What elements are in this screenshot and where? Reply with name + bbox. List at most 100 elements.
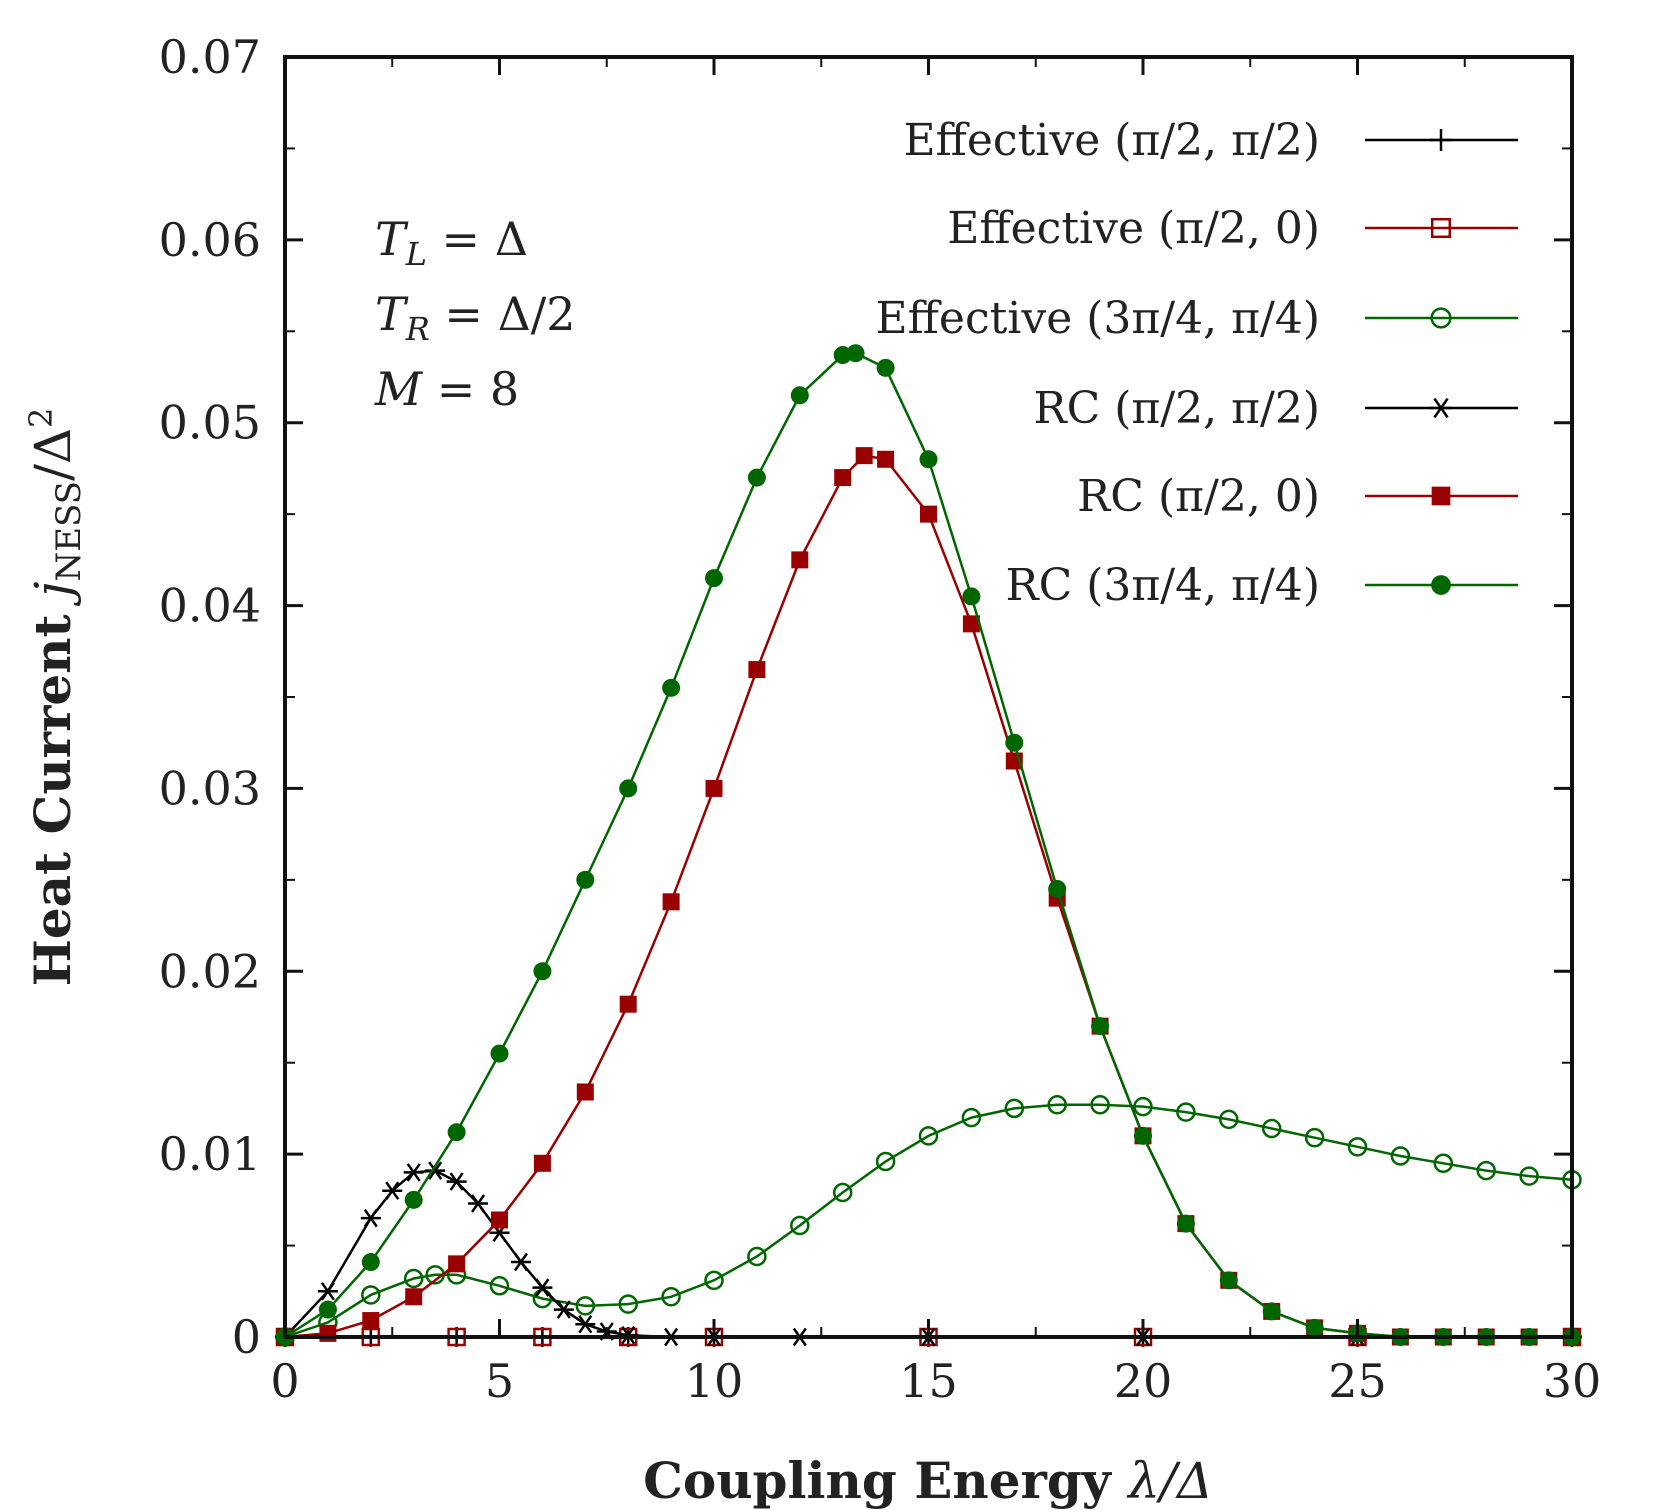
data-point xyxy=(619,779,638,798)
data-point xyxy=(705,779,723,797)
data-point xyxy=(1091,1017,1110,1036)
data-point xyxy=(576,1083,594,1101)
annotation-tr: TR = Δ/2 xyxy=(375,287,576,348)
data-point xyxy=(1090,1095,1110,1115)
legend: Effective (π/2, π/2) Effective (π/2, 0) Ef… xyxy=(876,115,1518,611)
x-tick-label: 30 xyxy=(1543,1354,1602,1408)
legend-label: Effective (3π/4, π/4) xyxy=(876,293,1320,344)
data-point xyxy=(747,468,766,487)
y-tick-label: 0.04 xyxy=(159,579,261,633)
data-point xyxy=(447,1123,466,1142)
data-point xyxy=(319,1324,337,1342)
data-point xyxy=(468,1194,489,1213)
data-point xyxy=(705,569,723,588)
data-point xyxy=(318,1300,337,1319)
annotation-tl: TL = Δ xyxy=(375,212,528,273)
data-point xyxy=(962,587,981,606)
data-point xyxy=(553,1300,574,1319)
data-point xyxy=(1133,1096,1153,1117)
data-point xyxy=(1048,880,1067,898)
series-line xyxy=(284,351,1572,1339)
data-point xyxy=(919,450,938,469)
data-point xyxy=(920,505,937,523)
data-point xyxy=(832,1182,853,1203)
data-point xyxy=(490,1044,509,1063)
x-tick-label: 0 xyxy=(270,1354,299,1408)
data-point xyxy=(576,870,595,889)
legend-label: Effective (π/2, π/2) xyxy=(904,115,1320,166)
parameter-annotations: TL = Δ TR = Δ/2 M = 8 xyxy=(374,212,576,416)
series-line xyxy=(284,1103,1573,1339)
data-point xyxy=(317,1282,338,1301)
x-tick-label: 25 xyxy=(1328,1354,1387,1408)
data-point xyxy=(662,678,681,697)
data-point xyxy=(533,1154,551,1172)
legend-marker xyxy=(1430,307,1452,329)
data-point xyxy=(575,1296,596,1316)
data-point xyxy=(532,1288,553,1309)
data-point xyxy=(791,551,809,569)
legend-marker xyxy=(1430,129,1452,151)
data-point xyxy=(360,1208,381,1228)
series-line xyxy=(284,1169,1572,1339)
x-tick-label: 15 xyxy=(899,1354,958,1408)
data-point xyxy=(1433,1153,1454,1174)
data-point xyxy=(1005,733,1024,752)
y-axis-title: Heat Current jNESS/Δ2 xyxy=(22,408,89,987)
legend-marker xyxy=(1431,575,1451,595)
data-point xyxy=(704,1270,724,1291)
data-point xyxy=(790,386,809,405)
legend-label: RC (π/2, 0) xyxy=(1077,471,1320,522)
y-tick-label: 0.07 xyxy=(159,30,261,84)
data-point xyxy=(403,1268,424,1289)
data-point xyxy=(1176,1102,1196,1122)
data-point xyxy=(918,1126,939,1146)
legend-marker xyxy=(1430,397,1452,419)
data-point xyxy=(1262,1302,1281,1321)
data-point xyxy=(1047,1095,1067,1115)
legend-label: Effective (π/2, 0) xyxy=(947,203,1320,254)
data-point xyxy=(1305,1318,1324,1337)
data-point xyxy=(876,358,895,377)
data-point xyxy=(403,1163,424,1182)
data-point xyxy=(661,1287,681,1307)
data-point xyxy=(1304,1127,1325,1148)
legend-label: RC (π/2, π/2) xyxy=(1033,383,1320,434)
data-point xyxy=(875,1151,896,1172)
x-tick-label: 10 xyxy=(685,1354,744,1408)
y-tick-label: 0 xyxy=(232,1310,261,1364)
data-point xyxy=(489,1276,510,1296)
data-point xyxy=(846,344,865,363)
y-tick-label: 0.03 xyxy=(159,761,261,815)
data-point xyxy=(405,1288,423,1306)
data-point xyxy=(1134,1126,1152,1145)
data-point xyxy=(877,450,895,468)
data-point xyxy=(1219,1271,1238,1290)
data-point xyxy=(533,962,552,981)
data-point xyxy=(961,1107,982,1128)
data-point xyxy=(575,1314,596,1334)
data-point xyxy=(1390,1146,1411,1166)
data-point xyxy=(1519,1166,1539,1186)
x-tick-label: 20 xyxy=(1114,1354,1173,1408)
data-point xyxy=(361,1253,380,1272)
data-point xyxy=(619,995,637,1013)
data-point xyxy=(425,1161,446,1180)
data-point xyxy=(1261,1118,1282,1139)
plot-area xyxy=(275,344,1582,1347)
annotation-m: M = 8 xyxy=(374,362,519,416)
legend-marker xyxy=(1431,486,1451,506)
y-tick-label: 0.05 xyxy=(159,396,261,450)
data-point xyxy=(855,447,873,465)
data-point xyxy=(361,1285,381,1305)
data-point xyxy=(1347,1137,1368,1157)
y-tick-label: 0.01 xyxy=(159,1127,261,1181)
axis-ticks: 0 5 10 15 20 25 30 0 0.01 0.02 0.03 0.04 0.05 0.06 0.0… xyxy=(159,30,1602,1408)
data-point xyxy=(962,615,980,633)
data-point xyxy=(382,1181,403,1200)
y-tick-label: 0.02 xyxy=(159,944,261,998)
data-point xyxy=(404,1190,423,1209)
data-point xyxy=(448,1255,466,1273)
y-tick-label: 0.06 xyxy=(159,213,261,267)
